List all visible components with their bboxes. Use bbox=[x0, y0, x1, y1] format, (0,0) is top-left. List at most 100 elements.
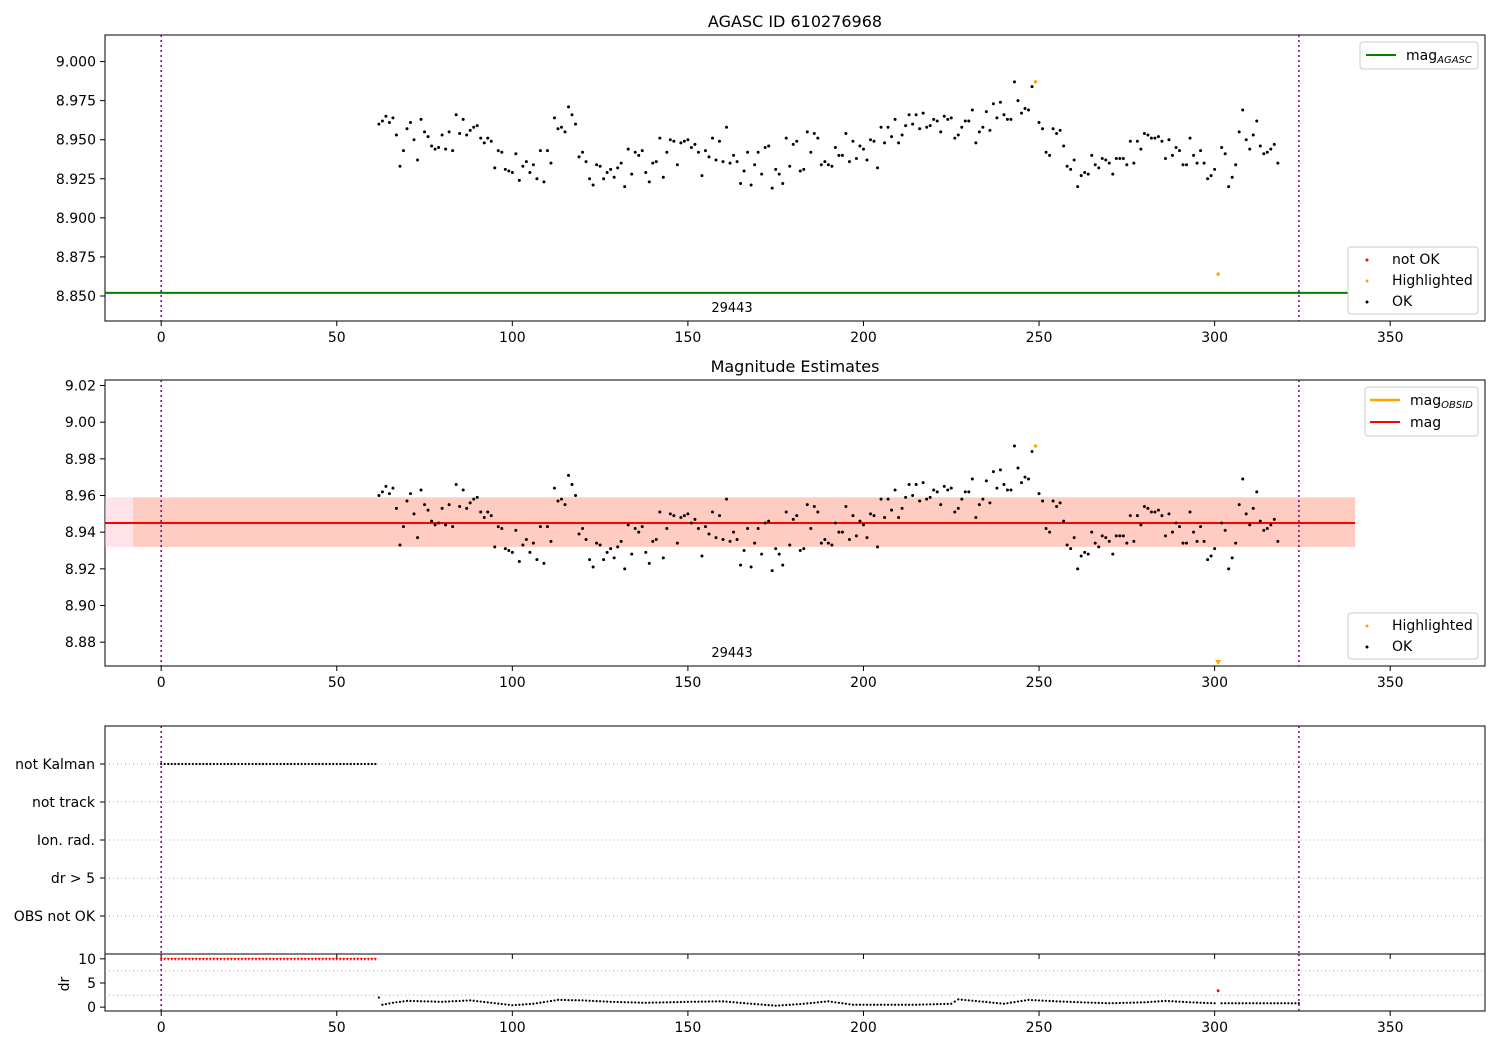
dr-point bbox=[967, 999, 970, 1002]
data-point bbox=[1072, 158, 1076, 162]
dr-point bbox=[1069, 1000, 1072, 1003]
data-point bbox=[753, 163, 757, 167]
clipped-marker bbox=[356, 957, 360, 961]
dr-point bbox=[556, 998, 560, 1001]
dr-point bbox=[718, 1000, 721, 1003]
clipped-marker bbox=[268, 957, 272, 961]
dr-point bbox=[384, 1002, 388, 1006]
data-point bbox=[784, 510, 788, 514]
data-point bbox=[897, 516, 901, 519]
data-point bbox=[858, 519, 862, 523]
dr-point bbox=[542, 1000, 546, 1004]
data-point bbox=[1023, 475, 1027, 479]
dr-point bbox=[388, 1002, 391, 1005]
dr-point bbox=[472, 999, 475, 1002]
data-point bbox=[777, 172, 781, 176]
data-point bbox=[963, 119, 967, 123]
flag-point bbox=[258, 762, 261, 766]
clipped-marker bbox=[194, 957, 198, 961]
data-point bbox=[703, 149, 707, 153]
data-point bbox=[408, 492, 412, 496]
dr-point bbox=[988, 1001, 991, 1004]
data-point bbox=[1142, 131, 1146, 135]
data-point bbox=[977, 503, 981, 507]
clipped-marker bbox=[236, 957, 240, 961]
dr-point bbox=[430, 1000, 433, 1003]
data-point bbox=[514, 152, 518, 156]
data-point bbox=[598, 164, 602, 168]
dr-point bbox=[809, 1001, 812, 1005]
dr-point bbox=[946, 1002, 949, 1005]
data-point bbox=[598, 543, 602, 547]
data-point bbox=[616, 166, 620, 170]
data-point bbox=[893, 488, 897, 492]
data-point bbox=[552, 116, 556, 120]
dr-point bbox=[1252, 1002, 1255, 1005]
flag-point bbox=[332, 762, 335, 766]
dr-point bbox=[1020, 999, 1023, 1003]
dr-point bbox=[1171, 1000, 1174, 1003]
dr-point bbox=[1090, 1001, 1093, 1004]
data-point bbox=[1220, 521, 1224, 525]
data-point bbox=[1160, 139, 1164, 143]
data-point bbox=[932, 488, 936, 492]
data-point bbox=[960, 497, 964, 501]
data-point bbox=[1019, 111, 1023, 115]
clipped-marker bbox=[205, 957, 209, 961]
dr-point bbox=[1080, 1001, 1083, 1004]
data-point bbox=[426, 135, 430, 139]
data-point bbox=[1272, 142, 1276, 146]
data-point bbox=[876, 166, 880, 170]
dr-point bbox=[876, 1003, 879, 1006]
dr-point bbox=[883, 1003, 886, 1006]
data-point bbox=[763, 146, 767, 150]
data-point bbox=[468, 128, 472, 132]
dr-point bbox=[1023, 999, 1027, 1002]
data-point bbox=[858, 144, 862, 148]
dr-point bbox=[641, 1001, 644, 1004]
data-point bbox=[1107, 539, 1111, 543]
clipped-marker bbox=[226, 957, 230, 961]
data-point bbox=[503, 167, 507, 171]
flag-point bbox=[367, 762, 370, 766]
dr-point bbox=[448, 1000, 451, 1003]
dr-point bbox=[616, 1000, 619, 1004]
dr-point bbox=[1146, 1000, 1150, 1004]
flag-point bbox=[325, 762, 328, 766]
clipped-marker bbox=[289, 957, 293, 961]
data-point bbox=[696, 527, 700, 530]
dr-point bbox=[1185, 1000, 1188, 1004]
dr-point bbox=[1087, 1001, 1090, 1004]
data-point bbox=[668, 138, 672, 142]
data-point bbox=[725, 125, 729, 129]
dr-point bbox=[855, 1003, 858, 1006]
dr-point bbox=[690, 1000, 693, 1003]
data-point bbox=[454, 483, 458, 486]
data-point bbox=[654, 538, 658, 541]
dr-point bbox=[837, 1001, 840, 1004]
dr-point bbox=[1234, 1002, 1237, 1005]
dr-point bbox=[627, 1001, 630, 1004]
data-point bbox=[675, 541, 679, 545]
data-point bbox=[1009, 117, 1013, 121]
clipped-marker bbox=[240, 957, 244, 961]
x-tick-label: 200 bbox=[850, 1020, 877, 1036]
dr-point bbox=[1206, 1001, 1209, 1005]
data-point bbox=[798, 169, 802, 173]
flag-point bbox=[212, 762, 215, 766]
data-point bbox=[1076, 567, 1080, 571]
data-point bbox=[531, 163, 535, 167]
data-point bbox=[658, 510, 662, 514]
dr-point bbox=[971, 999, 974, 1002]
data-point bbox=[433, 147, 437, 151]
data-point bbox=[788, 164, 792, 168]
data-point bbox=[963, 490, 967, 494]
clipped-marker bbox=[286, 957, 290, 961]
dr-point bbox=[820, 1000, 823, 1004]
flag-point bbox=[247, 762, 251, 766]
clipped-marker bbox=[317, 957, 321, 961]
dr-point bbox=[497, 1002, 500, 1005]
x-tick-label: 200 bbox=[850, 675, 877, 691]
data-point bbox=[854, 156, 858, 160]
data-point bbox=[812, 131, 816, 135]
